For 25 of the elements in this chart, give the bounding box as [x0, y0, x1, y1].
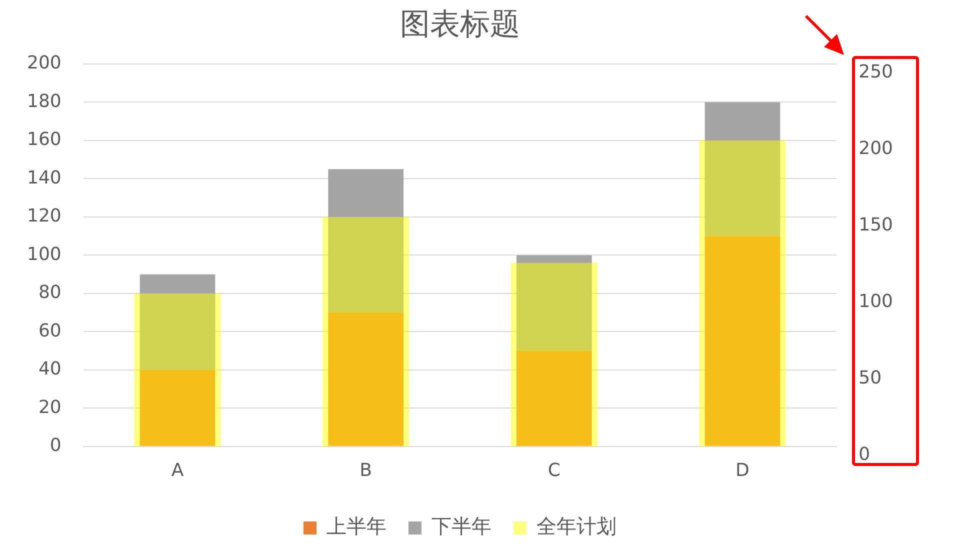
y2-tick-label: 250 [858, 62, 894, 83]
y-tick-label: 0 [50, 435, 62, 456]
x-tick-label: D [736, 460, 750, 481]
y-tick-label: 200 [26, 52, 62, 74]
legend-label: 下半年 [432, 514, 492, 538]
x-tick-label: B [360, 460, 372, 481]
y-tick-label: 140 [26, 167, 62, 188]
chart-title: 图表标题 [400, 6, 520, 42]
y-tick-label: 180 [26, 90, 62, 112]
y2-tick-label: 150 [858, 214, 894, 236]
legend-label: 全年计划 [536, 514, 616, 538]
y-tick-label: 120 [26, 206, 62, 227]
y-tick-label: 20 [38, 396, 62, 418]
y-tick-label: 40 [38, 358, 62, 380]
x-tick-label: A [171, 460, 184, 481]
x-tick-label: C [548, 460, 560, 481]
y-tick-label: 80 [38, 282, 62, 304]
y2-tick-label: 100 [858, 291, 894, 312]
y2-tick-label: 200 [858, 138, 894, 160]
legend-label: 上半年 [326, 514, 386, 538]
y-tick-label: 60 [38, 320, 62, 342]
y2-tick-label: 50 [858, 368, 882, 389]
y-tick-label: 160 [26, 129, 62, 150]
y-tick-label: 100 [26, 244, 62, 265]
y2-tick-label: 0 [858, 444, 870, 466]
